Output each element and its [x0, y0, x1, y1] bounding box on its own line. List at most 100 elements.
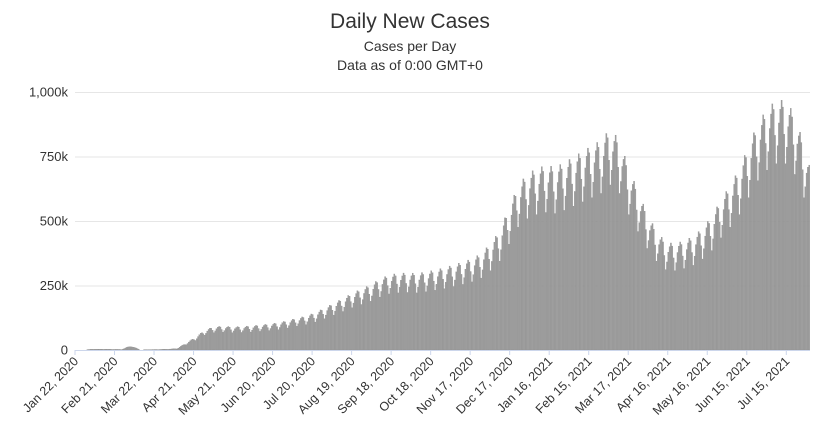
- daily-bar: [692, 265, 695, 351]
- daily-bar: [418, 279, 421, 351]
- daily-bar: [709, 236, 712, 351]
- daily-bar: [336, 302, 339, 351]
- daily-bar: [289, 322, 291, 351]
- daily-bar: [506, 230, 509, 351]
- daily-bar: [161, 349, 164, 351]
- daily-bar: [763, 119, 766, 351]
- daily-bar: [414, 283, 417, 351]
- daily-bar: [348, 296, 351, 351]
- daily-bar: [438, 271, 440, 351]
- daily-bar: [276, 326, 278, 351]
- daily-bar: [634, 188, 637, 351]
- daily-bar: [610, 170, 613, 351]
- daily-bar: [462, 284, 464, 351]
- daily-bar: [128, 346, 131, 351]
- daily-bar: [504, 217, 506, 351]
- daily-bar: [778, 122, 780, 351]
- daily-bar: [247, 326, 249, 351]
- daily-bar: [603, 155, 605, 351]
- y-tick-label: 750k: [40, 149, 69, 164]
- daily-bar: [210, 328, 212, 351]
- daily-bar: [225, 328, 227, 351]
- daily-bar: [696, 236, 698, 351]
- daily-bar: [451, 276, 453, 351]
- daily-bar: [361, 299, 364, 351]
- daily-bar: [725, 191, 727, 351]
- daily-bar: [330, 305, 332, 351]
- daily-bar: [309, 315, 311, 351]
- daily-bar: [188, 341, 190, 351]
- daily-bar: [554, 213, 556, 351]
- daily-bar: [285, 324, 288, 351]
- daily-bar: [346, 297, 348, 351]
- y-tick-label: 0: [61, 343, 68, 358]
- daily-bar: [235, 327, 237, 351]
- daily-bar: [165, 349, 168, 351]
- daily-bar: [234, 328, 236, 351]
- daily-bar: [483, 259, 485, 351]
- daily-bar: [427, 278, 430, 351]
- daily-bar: [164, 349, 166, 351]
- daily-bar: [639, 211, 642, 351]
- daily-bar: [545, 212, 547, 351]
- daily-bar: [711, 250, 713, 351]
- daily-bar: [244, 326, 247, 351]
- daily-bar: [562, 188, 564, 351]
- daily-bar: [581, 201, 584, 351]
- daily-bar: [697, 231, 700, 351]
- daily-bar: [526, 218, 529, 351]
- daily-bar: [663, 255, 666, 351]
- daily-bar: [689, 240, 692, 351]
- daily-bar: [398, 287, 401, 351]
- daily-bar: [138, 349, 140, 351]
- daily-bar: [443, 288, 446, 351]
- daily-bar: [680, 244, 683, 351]
- daily-bar: [298, 320, 301, 351]
- daily-bar: [367, 287, 369, 351]
- daily-bar: [199, 333, 202, 351]
- daily-bar: [604, 142, 606, 351]
- daily-bar: [543, 190, 546, 351]
- daily-bar: [724, 199, 726, 351]
- daily-bar: [211, 330, 214, 351]
- daily-bar: [111, 349, 114, 351]
- daily-bar: [596, 142, 598, 351]
- daily-bar: [269, 328, 272, 351]
- daily-bar: [304, 320, 306, 351]
- daily-bar: [444, 282, 447, 351]
- daily-bar: [496, 237, 498, 351]
- daily-bar: [509, 231, 511, 351]
- daily-bar: [277, 329, 280, 351]
- daily-bar: [516, 210, 518, 351]
- daily-bar: [521, 186, 523, 351]
- daily-bar: [344, 301, 347, 351]
- daily-bar: [791, 116, 793, 351]
- daily-bar: [805, 172, 808, 351]
- daily-bar: [371, 295, 373, 351]
- daily-bar: [570, 163, 572, 351]
- daily-bar: [311, 314, 314, 351]
- daily-bar: [688, 238, 691, 351]
- daily-bar: [464, 268, 467, 351]
- daily-bar: [242, 330, 244, 351]
- daily-bar: [555, 199, 558, 351]
- daily-bar: [429, 273, 431, 351]
- daily-bar: [376, 282, 378, 351]
- daily-bar: [439, 268, 442, 351]
- daily-bar: [198, 334, 201, 351]
- daily-bar: [701, 258, 704, 351]
- daily-bar: [460, 274, 463, 351]
- daily-bar: [691, 252, 693, 351]
- daily-bar: [771, 103, 774, 351]
- daily-bar: [228, 327, 231, 351]
- daily-bar: [131, 346, 133, 351]
- daily-bar: [103, 349, 106, 351]
- daily-bar: [253, 326, 256, 351]
- daily-bar: [638, 222, 641, 351]
- daily-bar: [265, 324, 268, 351]
- daily-bar: [527, 205, 530, 351]
- daily-bar: [416, 292, 418, 351]
- daily-bar: [419, 275, 422, 351]
- daily-bar: [618, 193, 621, 351]
